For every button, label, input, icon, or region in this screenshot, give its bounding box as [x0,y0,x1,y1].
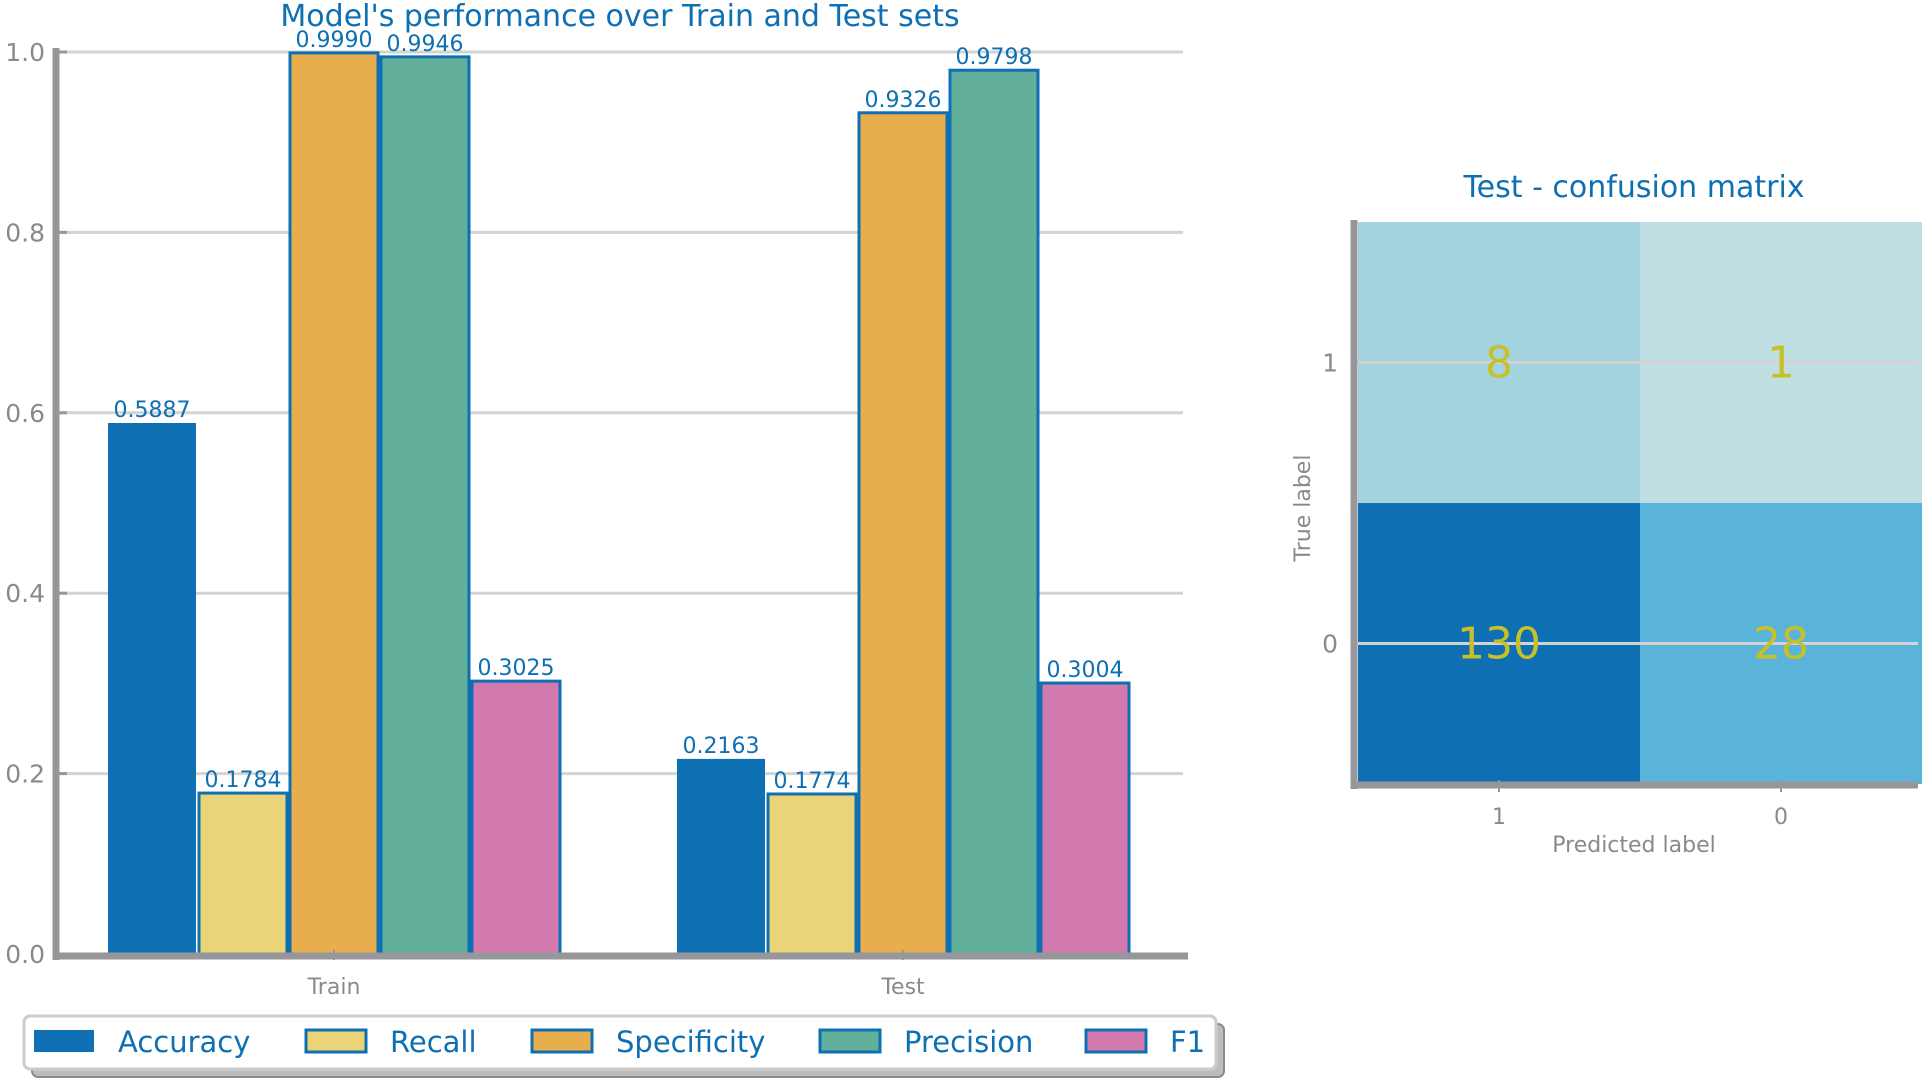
data-label-test-precision: 0.9798 [956,45,1033,70]
y-tick-label: 0.2 [5,760,45,789]
legend-swatch-recall [304,1028,368,1054]
cm-y-tick-label: 0 [1322,630,1338,659]
data-label-train-accuracy: 0.5887 [114,398,191,423]
confusion-matrix-title: Test - confusion matrix [1462,170,1804,205]
cm-value-true-0-pred-1: 130 [1457,619,1541,670]
bar-chart-y-axis: 0.0 0.2 0.4 0.6 0.8 1.0 [5,38,67,969]
y-tick-label: 0.6 [5,399,45,428]
legend-item-accuracy: Accuracy [34,1025,250,1059]
legend-swatch-f1 [1084,1028,1148,1054]
y-tick-label: 0.8 [5,218,45,247]
legend-item-recall: Recall [304,1025,477,1059]
confusion-matrix-values: 8 1 130 28 [1457,338,1809,670]
cm-value-true-1-pred-1: 8 [1485,338,1513,389]
confusion-matrix: Test - confusion matrix 8 1 130 28 1 0 1 0 Pre… [1291,170,1922,858]
legend-swatch-specificity [530,1028,594,1054]
confusion-matrix-xlabel: Predicted label [1552,833,1715,858]
cm-x-tick-label: 0 [1774,805,1788,830]
legend-items: Accuracy Recall Specificity Precision F1 [34,1025,1205,1059]
data-label-test-f1: 0.3004 [1047,658,1124,683]
legend-item-specificity: Specificity [530,1025,765,1059]
cm-value-true-0-pred-0: 28 [1753,619,1809,670]
bar-test-precision [948,68,1040,956]
legend-item-f1: F1 [1084,1025,1205,1059]
bar-chart-title: Model's performance over Train and Test … [280,0,959,34]
data-label-train-specificity: 0.9990 [296,28,373,53]
data-label-train-f1: 0.3025 [478,656,555,681]
data-label-test-recall: 0.1774 [774,769,851,794]
cm-y-tick-label: 1 [1322,349,1338,378]
y-tick-label: 0.0 [5,940,45,969]
confusion-matrix-cells [1358,222,1922,784]
bar-train-precision [379,55,471,956]
bar-chart-data-labels: 0.5887 0.1784 0.9990 0.9946 0.3025 0.2163 0.17… [114,28,1124,794]
x-tick-label-train: Train [307,975,361,1000]
legend-swatch-precision [818,1028,882,1054]
legend-label-recall: Recall [390,1025,477,1059]
y-tick-label: 0.4 [5,579,45,608]
bar-train-accuracy [108,422,196,954]
data-label-train-recall: 0.1784 [205,768,282,793]
legend-label-accuracy: Accuracy [118,1025,250,1059]
legend-swatch-accuracy [34,1030,94,1052]
legend: Accuracy Recall Specificity Precision F1 [22,1014,1225,1078]
bar-test-specificity [857,111,949,956]
data-label-test-accuracy: 0.2163 [683,734,760,759]
legend-label-precision: Precision [904,1025,1033,1059]
x-tick-label-test: Test [880,975,925,1000]
legend-label-specificity: Specificity [616,1025,765,1059]
legend-item-precision: Precision [818,1025,1033,1059]
bar-chart-x-axis: Train Test [307,950,925,1000]
confusion-matrix-ylabel: True label [1291,455,1316,563]
bar-train-recall [197,791,289,956]
legend-label-f1: F1 [1170,1025,1205,1059]
bar-train-f1 [470,679,562,956]
bar-chart-bars [108,51,1131,956]
bar-test-accuracy [677,758,765,954]
confusion-matrix-ticks: 1 0 1 0 [1322,349,1788,831]
data-label-train-precision: 0.9946 [387,32,464,57]
bar-train-specificity [288,51,380,956]
data-label-test-specificity: 0.9326 [865,88,942,113]
y-tick-label: 1.0 [5,38,45,67]
cm-x-tick-label: 1 [1492,805,1506,830]
bar-chart: Model's performance over Train and Test … [5,0,1188,1000]
confusion-matrix-gridlines [1354,361,1918,645]
cm-value-true-1-pred-0: 1 [1767,338,1795,389]
bar-test-recall [766,792,858,956]
bar-test-f1 [1039,681,1131,956]
